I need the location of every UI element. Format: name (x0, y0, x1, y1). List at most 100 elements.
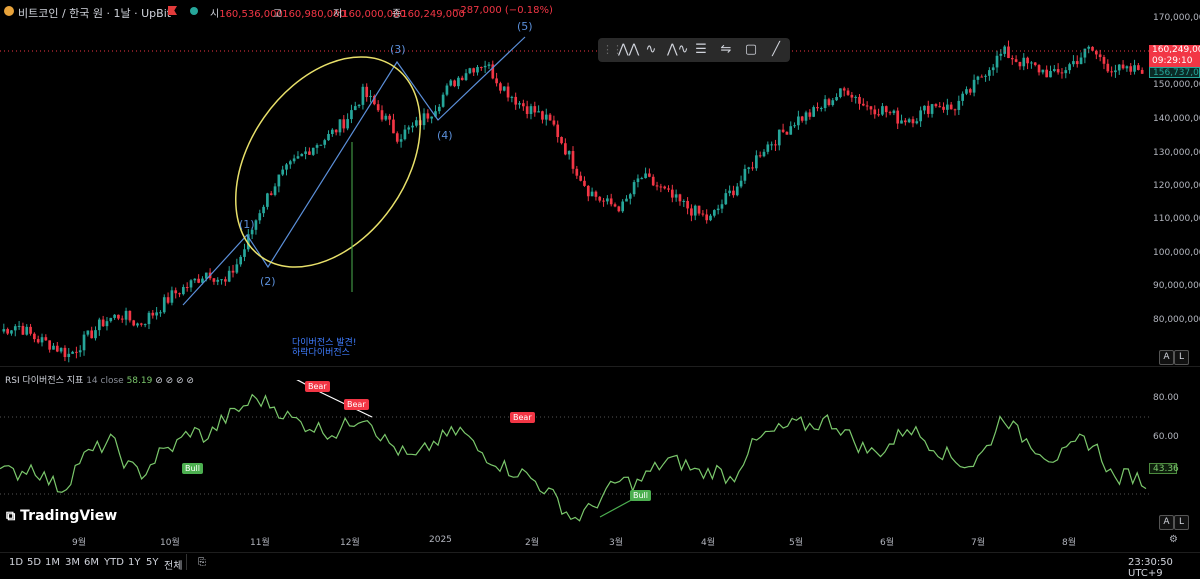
range-1d-button[interactable]: 1D (9, 557, 24, 568)
candle-body (120, 318, 124, 320)
log-scale-button[interactable]: L (1174, 350, 1189, 365)
toolbar-divider (186, 554, 187, 570)
candle-body (109, 317, 113, 322)
candle-body (842, 88, 846, 91)
range-1y-button[interactable]: 1Y (128, 557, 141, 568)
candle-body (94, 330, 97, 339)
range-all-button[interactable]: 전체 (164, 561, 183, 572)
candle-body (399, 139, 403, 142)
parallel-lines-icon[interactable]: ⇋ (720, 42, 732, 57)
symbol-title[interactable]: 비트코인 / 한국 원 · 1날 · UpBit (18, 7, 172, 20)
indicator-name[interactable]: RSI 다이버전스 지표 (5, 376, 84, 386)
candle-body (380, 110, 384, 120)
candle-body (663, 186, 667, 189)
candle-body (1075, 61, 1079, 65)
candle-body (1045, 69, 1049, 78)
candle-body (1137, 65, 1140, 70)
flag-icon[interactable] (168, 6, 177, 15)
candle-body (395, 133, 399, 142)
indicator-legend[interactable]: RSI 다이버전스 지표 14 close 58.19 ⊘ ⊘ ⊘ ⊘ (5, 373, 194, 386)
candle-body (743, 168, 747, 181)
time-axis-label: 12월 (340, 538, 360, 548)
candle-body (510, 96, 514, 98)
indicator-params: 14 close (86, 376, 124, 386)
candle-body (1007, 46, 1010, 59)
price-axis-label: 150,000,000 (1153, 80, 1200, 90)
candle-body (178, 293, 181, 295)
tradingview-logo[interactable]: ⧉ TradingView (6, 508, 117, 524)
candle-body (556, 124, 560, 138)
candle-body (770, 144, 773, 146)
time-axis-label: 2월 (525, 538, 540, 548)
candle-body (915, 121, 919, 124)
candle-body (338, 119, 342, 133)
range-1m-button[interactable]: 1M (45, 557, 60, 568)
price-chart[interactable] (0, 22, 1150, 365)
rectangle-icon[interactable]: ▢ (744, 42, 758, 57)
tradingview-logo-icon: ⧉ (6, 509, 16, 524)
rsi-chart[interactable] (0, 380, 1150, 530)
candle-body (735, 186, 739, 196)
wave-pattern-icon[interactable]: ∿ (645, 42, 657, 57)
candle-body (1129, 66, 1133, 72)
candle-body (472, 68, 476, 73)
candle-body (518, 103, 521, 105)
candle-body (514, 96, 518, 105)
range-5d-button[interactable]: 5D (27, 557, 42, 568)
candle-body (762, 151, 766, 157)
candle-body (850, 94, 854, 98)
candle-body (304, 151, 307, 154)
date-range-icon[interactable]: ⎘ (198, 557, 206, 568)
candle-body (888, 112, 892, 114)
candle-body (1052, 69, 1056, 71)
elliott-wave-icon[interactable]: ⋀⋀ (618, 42, 640, 57)
candle-body (1072, 61, 1075, 65)
candle-body (682, 200, 686, 202)
candle-body (1083, 48, 1087, 58)
horizontal-lines-icon[interactable]: ☰ (695, 42, 707, 57)
candle-body (1117, 64, 1121, 71)
candle-body (548, 114, 552, 121)
candle-body (288, 161, 292, 165)
candle-body (544, 114, 548, 120)
candle-body (124, 310, 128, 320)
candle-body (479, 67, 483, 69)
candle-body (644, 173, 647, 179)
settings-gear-icon[interactable]: ⚙ (1169, 534, 1178, 545)
range-6m-button[interactable]: 6M (84, 557, 99, 568)
clock-display[interactable]: 23:30:50 UTC+9 (1128, 557, 1173, 579)
candle-body (300, 153, 304, 157)
trend-line-icon[interactable]: ╱ (772, 42, 780, 57)
candle-body (204, 272, 208, 279)
log-scale-button[interactable]: L (1174, 515, 1189, 530)
range-ytd-button[interactable]: YTD (104, 557, 124, 568)
drawing-toolbar[interactable]: ⋮⋮ ⋀⋀ ∿ ⋀∿ ☰ ⇋ ▢ ╱ (598, 38, 790, 62)
candle-body (571, 151, 575, 169)
auto-scale-button[interactable]: A (1159, 515, 1174, 530)
candle-body (113, 314, 116, 318)
indicator-value: 58.19 (126, 376, 153, 386)
candle-body (162, 297, 166, 313)
candle-body (75, 351, 78, 353)
pane-divider[interactable] (0, 366, 1200, 367)
candle-body (63, 347, 67, 358)
secondary-price-tag: 156,737,000 (1149, 67, 1200, 78)
candle-body (1064, 70, 1068, 74)
candle-body (1037, 65, 1041, 73)
candle-body (55, 345, 59, 352)
indicator-toggles[interactable]: ⊘ ⊘ ⊘ ⊘ (155, 376, 194, 386)
range-3m-button[interactable]: 3M (65, 557, 80, 568)
grip-icon[interactable]: ⋮⋮ (602, 43, 623, 56)
candle-body (220, 279, 223, 281)
candle-body (1110, 71, 1113, 73)
candle-body (487, 64, 491, 66)
candle-body (968, 89, 972, 93)
range-5y-button[interactable]: 5Y (146, 557, 159, 568)
candle-body (1140, 69, 1144, 74)
time-axis-label: 8월 (1062, 538, 1077, 548)
candle-body (231, 270, 235, 273)
candle-body (441, 94, 445, 107)
auto-scale-button[interactable]: A (1159, 350, 1174, 365)
abcd-pattern-icon[interactable]: ⋀∿ (667, 42, 689, 57)
candle-body (701, 213, 705, 215)
